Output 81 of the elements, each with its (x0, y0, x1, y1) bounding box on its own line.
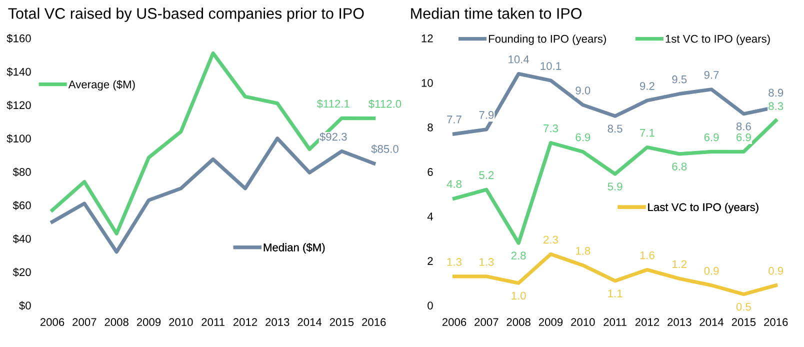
y-tick-label: $60 (12, 200, 31, 210)
chart-title: Total VC raised by US-based companies prior to IPO (8, 8, 364, 22)
chart-title: Median time taken to IPO (411, 8, 582, 19)
y-tick-label: $20 (12, 268, 31, 277)
data-label: 1.2 (672, 260, 687, 268)
y-tick-label: 6 (428, 168, 433, 176)
x-tick-label: 2016 (764, 318, 788, 326)
x-tick-label: 2014 (700, 318, 724, 326)
x-tick-label: 2015 (330, 318, 354, 326)
y-tick-label: 0 (428, 302, 433, 310)
x-tick-label: 2009 (136, 318, 161, 326)
data-label: 8.6 (736, 122, 751, 130)
data-label: 1.3 (447, 258, 462, 266)
legend-label: Founding to IPO (years) (489, 34, 606, 45)
x-tick-label: 2010 (571, 318, 595, 326)
x-tick-label: 2007 (72, 318, 96, 326)
data-label: 1.1 (608, 290, 622, 298)
data-label: $85.0 (371, 144, 398, 154)
data-label: 1.0 (512, 292, 526, 300)
data-label: $92.3 (320, 132, 347, 142)
x-tick-label: 2008 (506, 318, 530, 326)
legend-label: Median ($M) (264, 243, 325, 254)
data-label: 7.9 (479, 111, 494, 119)
y-tick-label: 2 (428, 257, 433, 265)
data-label: 7.1 (640, 128, 654, 137)
y-tick-label: $160 (6, 34, 31, 43)
data-label: 6.9 (704, 133, 719, 142)
x-tick-label: 2011 (202, 318, 224, 326)
x-tick-label: 2013 (668, 318, 692, 326)
y-tick-label: 8 (428, 124, 433, 132)
data-label: 1.3 (480, 258, 494, 266)
legend-label: Average ($M) (68, 80, 135, 91)
x-tick-label: 2016 (362, 318, 386, 326)
y-tick-label: 10 (422, 78, 433, 87)
data-label: 7.7 (447, 116, 462, 124)
data-label: 6.9 (576, 133, 590, 142)
data-label: 5.9 (608, 182, 622, 190)
x-tick-label: 2006 (40, 318, 64, 326)
y-tick-label: 12 (422, 34, 433, 42)
data-label: 7.3 (544, 124, 558, 132)
x-tick-label: 2013 (266, 318, 290, 326)
legend-label: 1st VC to IPO (years) (666, 34, 770, 45)
data-label: 1.6 (640, 251, 654, 260)
x-tick-label: 2011 (604, 318, 626, 326)
data-label: 1.8 (576, 246, 590, 255)
x-tick-label: 2014 (298, 318, 322, 326)
data-label: $112.1 (316, 99, 350, 108)
y-tick-label: $100 (6, 134, 31, 144)
data-label: 10.4 (508, 55, 530, 64)
data-label: 8.5 (608, 124, 622, 133)
y-tick-label: $40 (12, 234, 31, 244)
data-label: 0.5 (736, 302, 751, 311)
data-label: 8.9 (768, 88, 784, 97)
x-tick-label: 2010 (169, 318, 193, 326)
legend-label: Last VC to IPO (years) (648, 202, 758, 214)
x-tick-label: 2015 (732, 318, 756, 326)
data-label: 6.8 (672, 162, 687, 170)
data-label: 9.7 (704, 70, 719, 79)
data-label: 9.5 (672, 75, 687, 84)
data-label: 5.2 (479, 171, 494, 180)
x-tick-label: 2009 (538, 318, 563, 326)
x-tick-label: 2008 (104, 318, 128, 326)
y-tick-label: $80 (12, 168, 31, 177)
y-tick-label: $120 (6, 100, 31, 110)
x-tick-label: 2007 (474, 318, 498, 326)
data-label: $112.0 (368, 99, 402, 108)
x-tick-label: 2006 (442, 318, 466, 326)
data-label: 9.2 (640, 82, 654, 90)
y-tick-label: $140 (6, 67, 31, 76)
y-tick-label: $0 (19, 301, 31, 310)
data-label: 0.9 (768, 266, 784, 275)
x-tick-label: 2012 (233, 318, 258, 326)
y-tick-label: 4 (427, 212, 433, 220)
data-label: 2.8 (511, 252, 526, 260)
data-label: 6.9 (736, 133, 751, 142)
data-label: 0.9 (704, 266, 719, 275)
data-label: 2.3 (544, 236, 558, 244)
x-tick-label: 2012 (635, 318, 660, 326)
data-label: 9.0 (576, 86, 590, 94)
data-label: 10.1 (540, 62, 562, 70)
data-label: 4.8 (446, 180, 462, 188)
